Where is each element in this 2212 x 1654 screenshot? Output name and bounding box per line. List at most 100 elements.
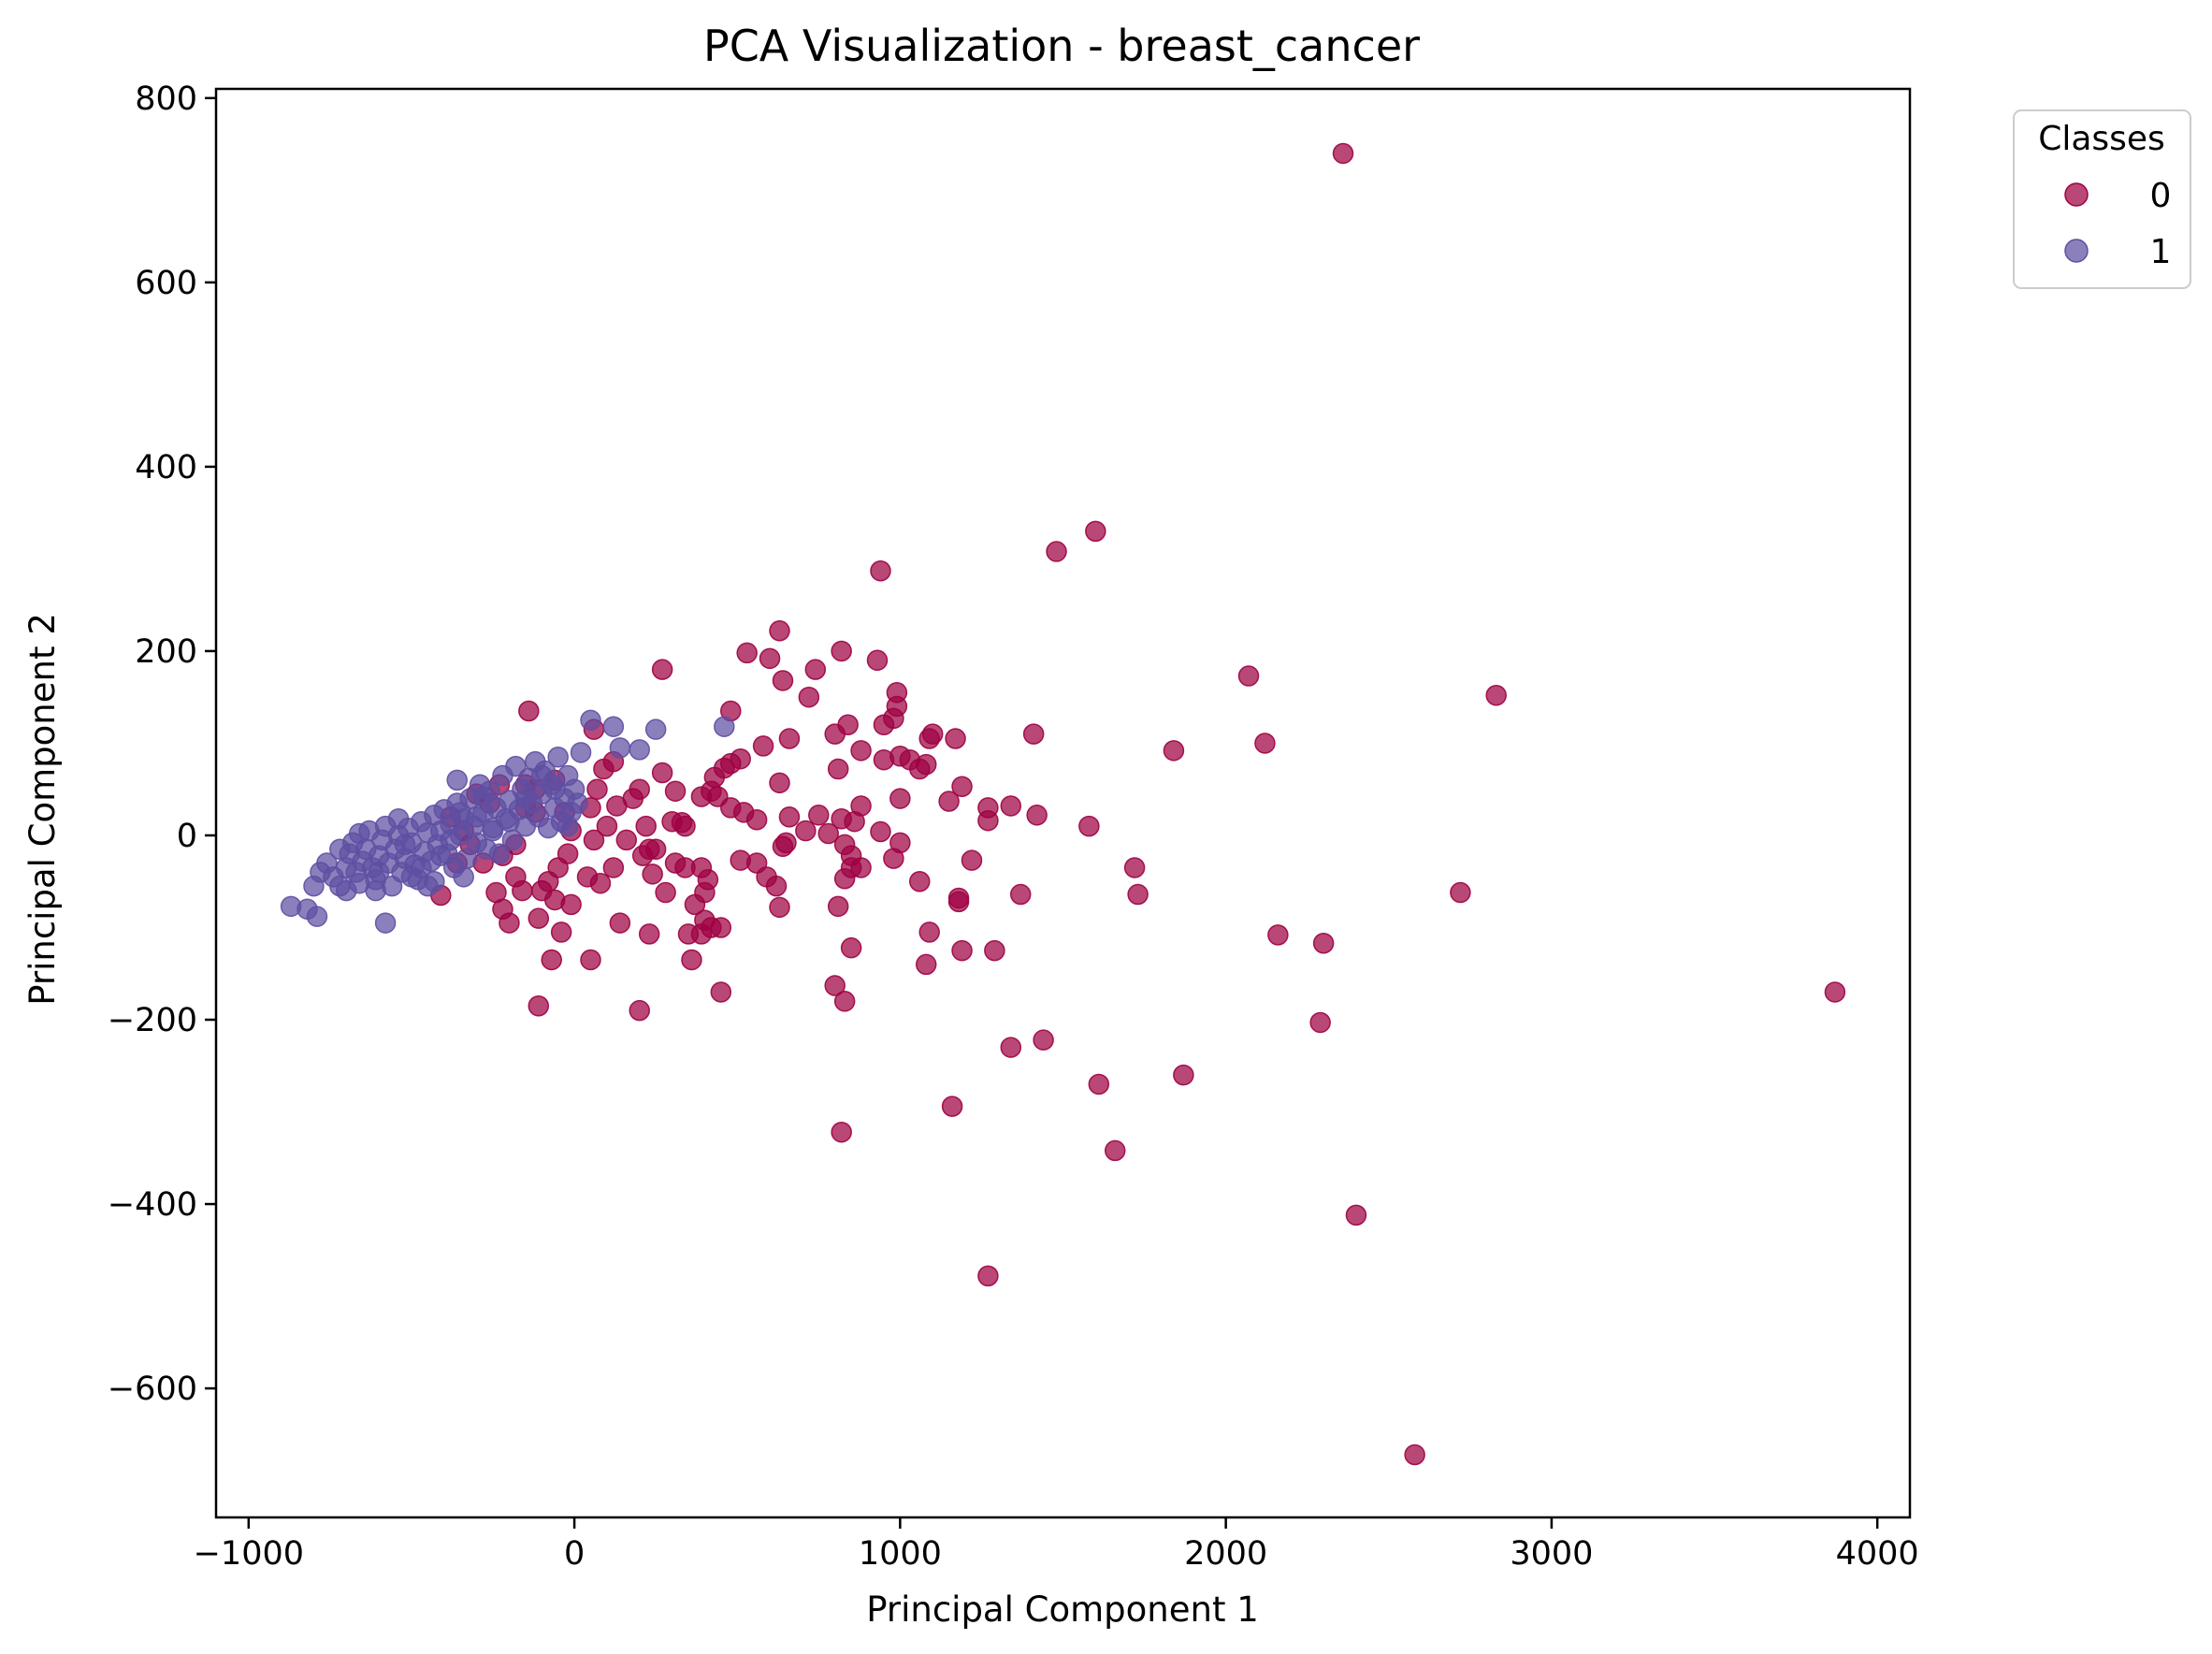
data-point-class-0 bbox=[840, 936, 862, 959]
legend-marker-class-1 bbox=[2064, 239, 2089, 263]
data-point-class-0 bbox=[1404, 1444, 1425, 1466]
y-tick-label: −600 bbox=[108, 1371, 197, 1408]
data-point-class-0 bbox=[1267, 924, 1289, 946]
data-point-class-0 bbox=[831, 640, 852, 662]
data-point-class-1 bbox=[453, 866, 474, 888]
data-point-class-0 bbox=[518, 700, 540, 722]
data-point-class-1 bbox=[531, 764, 553, 787]
data-point-class-1 bbox=[567, 792, 588, 814]
series-0 bbox=[430, 142, 1846, 1466]
data-point-class-1 bbox=[368, 862, 390, 883]
data-point-class-1 bbox=[329, 838, 351, 861]
plot-frame bbox=[214, 87, 1912, 1519]
data-point-class-0 bbox=[1104, 1139, 1126, 1162]
data-point-class-0 bbox=[772, 835, 794, 858]
points-layer bbox=[280, 142, 1846, 1466]
y-tick-label: −400 bbox=[108, 1186, 197, 1224]
legend-label-class-1: 1 bbox=[2150, 233, 2172, 271]
data-point-class-0 bbox=[778, 806, 801, 828]
data-point-class-0 bbox=[769, 620, 790, 642]
data-point-class-0 bbox=[651, 659, 673, 680]
chart-title: PCA Visualization - breast_cancer bbox=[703, 21, 1420, 71]
data-point-class-0 bbox=[642, 863, 663, 885]
data-point-class-1 bbox=[514, 788, 537, 809]
data-point-class-1 bbox=[365, 879, 386, 902]
data-point-class-1 bbox=[374, 912, 397, 934]
data-point-class-0 bbox=[576, 866, 599, 888]
data-point-class-0 bbox=[580, 949, 601, 971]
data-point-class-0 bbox=[1312, 932, 1335, 954]
data-point-class-1 bbox=[543, 778, 566, 800]
data-point-class-0 bbox=[586, 778, 608, 800]
data-point-class-0 bbox=[918, 921, 940, 943]
data-point-class-1 bbox=[570, 742, 592, 763]
data-point-class-0 bbox=[528, 907, 550, 929]
data-point-class-0 bbox=[1173, 1064, 1194, 1086]
data-point-class-0 bbox=[583, 829, 605, 851]
y-axis-label: Principal Component 2 bbox=[22, 613, 63, 1006]
data-point-class-0 bbox=[602, 857, 625, 878]
data-point-class-0 bbox=[961, 849, 983, 871]
data-point-class-0 bbox=[1088, 1073, 1110, 1095]
data-point-class-0 bbox=[808, 805, 830, 826]
data-point-class-0 bbox=[664, 780, 687, 802]
data-point-class-0 bbox=[635, 815, 657, 837]
data-point-class-0 bbox=[837, 714, 859, 736]
data-point-class-0 bbox=[941, 1095, 963, 1117]
data-point-class-0 bbox=[1046, 541, 1067, 562]
data-point-class-1 bbox=[547, 746, 569, 768]
data-point-class-0 bbox=[485, 881, 507, 904]
legend-marker-class-0 bbox=[2064, 182, 2089, 207]
data-point-class-0 bbox=[661, 810, 683, 833]
data-point-class-1 bbox=[440, 829, 462, 851]
data-point-class-0 bbox=[1450, 881, 1471, 904]
data-point-class-0 bbox=[505, 866, 527, 888]
data-point-class-0 bbox=[629, 999, 650, 1022]
data-point-class-0 bbox=[915, 953, 937, 976]
y-tick-label: 200 bbox=[135, 633, 197, 671]
data-point-class-0 bbox=[752, 735, 774, 757]
data-point-class-0 bbox=[827, 895, 849, 918]
data-point-class-0 bbox=[615, 829, 638, 851]
data-point-class-1 bbox=[417, 875, 439, 897]
data-point-class-0 bbox=[684, 893, 706, 916]
data-point-class-1 bbox=[609, 737, 631, 759]
data-point-class-1 bbox=[714, 716, 735, 737]
data-point-class-0 bbox=[1078, 815, 1100, 837]
data-point-class-1 bbox=[411, 857, 432, 878]
data-point-class-1 bbox=[446, 769, 468, 791]
data-point-class-0 bbox=[1085, 520, 1106, 543]
data-point-class-0 bbox=[850, 740, 872, 762]
y-tick-label: 400 bbox=[135, 449, 197, 486]
data-point-class-0 bbox=[1000, 795, 1022, 817]
legend-title: Classes bbox=[2038, 120, 2165, 158]
data-point-class-0 bbox=[736, 642, 758, 664]
data-point-class-0 bbox=[938, 791, 960, 812]
data-point-class-0 bbox=[833, 868, 856, 890]
data-point-class-0 bbox=[873, 714, 895, 736]
data-point-class-0 bbox=[909, 870, 931, 892]
data-point-class-0 bbox=[795, 820, 817, 842]
data-point-class-1 bbox=[306, 906, 328, 927]
data-point-class-0 bbox=[1485, 684, 1507, 706]
data-point-class-0 bbox=[1026, 805, 1048, 826]
x-axis: −1000 0 1000 2000 3000 4000 bbox=[194, 1517, 1919, 1573]
y-tick-label: 0 bbox=[177, 818, 197, 855]
data-point-class-0 bbox=[1009, 883, 1032, 906]
data-point-class-0 bbox=[769, 896, 790, 919]
data-point-class-0 bbox=[889, 788, 911, 809]
data-point-class-1 bbox=[482, 820, 504, 842]
legend: Classes 0 1 bbox=[2013, 109, 2191, 289]
x-tick-label: 1000 bbox=[859, 1535, 942, 1573]
data-point-class-0 bbox=[977, 809, 999, 832]
data-point-class-0 bbox=[622, 788, 644, 809]
data-point-class-0 bbox=[947, 887, 970, 909]
data-point-class-0 bbox=[674, 857, 696, 878]
x-tick-label: 4000 bbox=[1836, 1535, 1919, 1573]
data-point-class-0 bbox=[850, 795, 872, 817]
data-point-class-0 bbox=[550, 921, 572, 943]
data-point-class-1 bbox=[602, 716, 625, 737]
legend-label-class-0: 0 bbox=[2150, 177, 2172, 215]
data-point-class-0 bbox=[1127, 883, 1149, 906]
